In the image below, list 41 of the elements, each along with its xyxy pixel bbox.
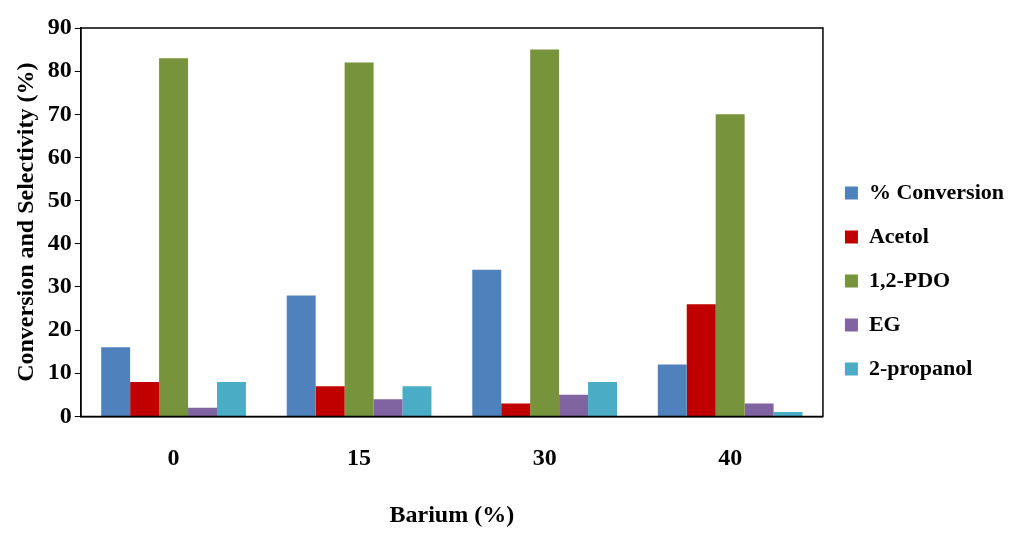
- x-tick-label: 0: [167, 444, 180, 470]
- x-tick-label: 15: [347, 444, 372, 470]
- y-axis-title: Conversion and Selectivity (%): [11, 62, 38, 382]
- bar: [101, 347, 131, 416]
- bar: [715, 114, 745, 416]
- bar: [159, 58, 189, 416]
- bar: [315, 386, 345, 416]
- y-tick-label: 20: [47, 315, 72, 342]
- bar: [130, 381, 160, 416]
- bar: [344, 62, 374, 416]
- y-tick-label: 30: [47, 272, 72, 299]
- bar: [657, 364, 687, 416]
- bar: [686, 304, 716, 416]
- x-tick-label: 30: [532, 444, 557, 470]
- y-tick-label: 70: [47, 99, 72, 126]
- y-tick-label: 60: [47, 142, 72, 169]
- legend-label: EG: [868, 310, 901, 336]
- bar: [402, 386, 432, 416]
- bar: [216, 381, 246, 416]
- bar: [286, 295, 316, 416]
- x-tick-label: 40: [718, 444, 743, 470]
- y-tick-label: 0: [59, 401, 72, 428]
- bar: [501, 403, 531, 416]
- bar: [472, 269, 502, 416]
- x-axis-title: Barium (%): [389, 500, 515, 527]
- legend-label: 1,2-PDO: [868, 266, 951, 292]
- bar: [559, 394, 589, 416]
- y-tick-label: 40: [47, 228, 72, 255]
- legend-label: 2-propanol: [868, 354, 973, 380]
- bar: [744, 403, 774, 416]
- legend-label: Acetol: [868, 222, 929, 248]
- y-tick-label: 10: [47, 358, 72, 385]
- y-tick-label: 50: [47, 185, 72, 212]
- bar: [530, 49, 560, 416]
- bar: [588, 381, 617, 416]
- y-tick-label: 80: [47, 56, 72, 83]
- bar: [373, 399, 403, 416]
- legend-label: % Conversion: [868, 178, 1004, 204]
- bar: [773, 412, 803, 416]
- bar: [188, 407, 217, 416]
- y-tick-label: 90: [47, 13, 72, 40]
